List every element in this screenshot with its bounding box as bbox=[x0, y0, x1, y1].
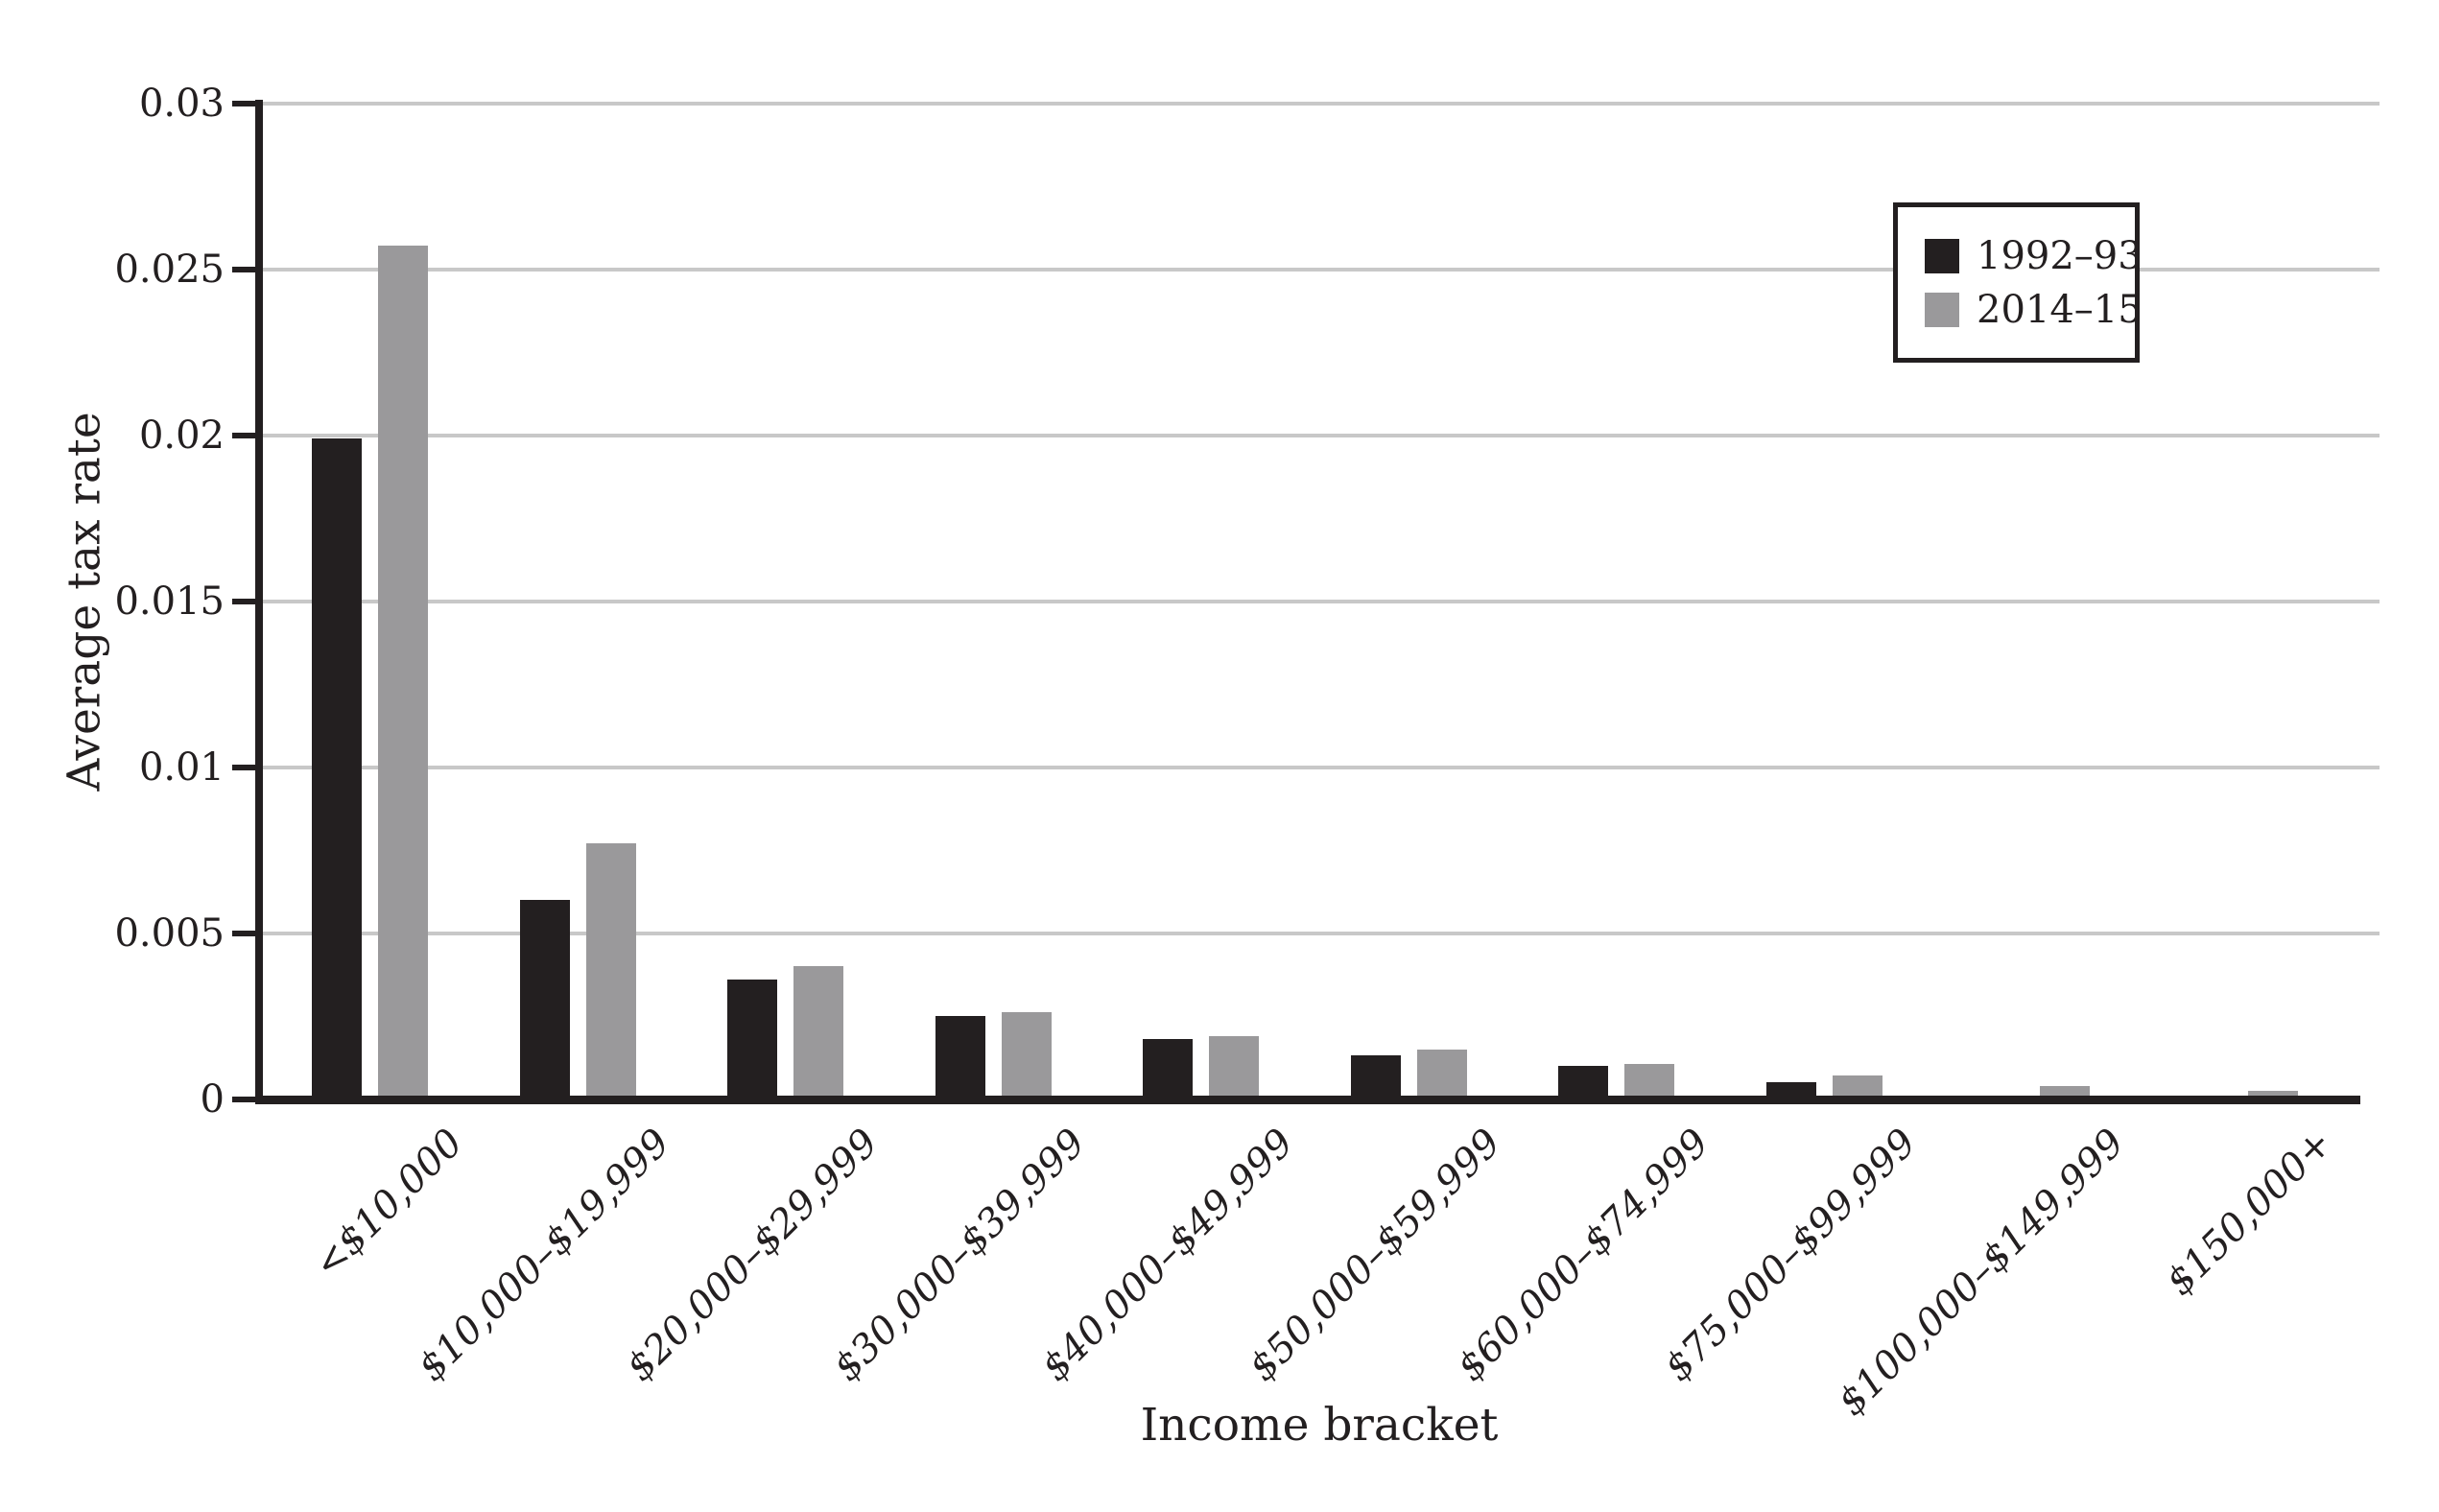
legend-swatch bbox=[1925, 292, 1959, 327]
legend-item: 2014–15 bbox=[1925, 291, 2143, 329]
y-tick bbox=[232, 267, 257, 272]
bar-series2 bbox=[1833, 1075, 1883, 1096]
y-tick-label: 0.005 bbox=[114, 911, 225, 956]
y-tick bbox=[232, 765, 257, 770]
bar-series1 bbox=[727, 980, 777, 1096]
bar-series2 bbox=[1209, 1036, 1259, 1096]
gridline bbox=[263, 434, 2380, 437]
legend-item: 1992–93 bbox=[1925, 237, 2143, 275]
y-axis-title: Average tax rate bbox=[58, 412, 111, 791]
gridline bbox=[263, 102, 2380, 106]
bar-series1 bbox=[1558, 1066, 1608, 1096]
x-axis-baseline bbox=[255, 1096, 2360, 1104]
legend-label: 2014–15 bbox=[1977, 287, 2143, 332]
legend: 1992–93 2014–15 bbox=[1893, 202, 2143, 363]
y-tick bbox=[232, 101, 257, 106]
gridline bbox=[263, 766, 2380, 769]
bar-series2 bbox=[586, 843, 636, 1096]
x-tick-label: <$10,000 bbox=[305, 1121, 472, 1288]
y-tick-label: 0.03 bbox=[138, 82, 225, 126]
bar-series1 bbox=[312, 438, 362, 1096]
legend-swatch bbox=[1925, 238, 1959, 273]
bar-series2 bbox=[1624, 1064, 1674, 1096]
bar-series2 bbox=[378, 246, 428, 1096]
legend-label: 1992–93 bbox=[1977, 233, 2143, 278]
y-tick bbox=[232, 433, 257, 438]
bar-series1 bbox=[520, 900, 570, 1096]
bar-series2 bbox=[1002, 1012, 1052, 1096]
y-tick-label: 0.01 bbox=[138, 745, 225, 790]
bar-series2 bbox=[2040, 1086, 2090, 1096]
bar-series1 bbox=[935, 1016, 985, 1096]
x-tick-label: $150,000+ bbox=[2157, 1121, 2341, 1305]
y-tick bbox=[232, 931, 257, 936]
bar-series2 bbox=[793, 966, 843, 1096]
bar-series1 bbox=[1143, 1039, 1193, 1096]
y-tick bbox=[232, 599, 257, 604]
gridline bbox=[263, 932, 2380, 935]
y-axis-line bbox=[255, 100, 263, 1104]
y-tick bbox=[232, 1097, 257, 1102]
x-axis-title: Income bracket bbox=[1140, 1399, 1499, 1452]
bar-series2 bbox=[1417, 1050, 1467, 1096]
y-tick-label: 0.02 bbox=[138, 413, 225, 458]
y-tick-label: 0.015 bbox=[114, 579, 225, 624]
gridline bbox=[263, 268, 2380, 272]
y-tick-label: 0.025 bbox=[114, 248, 225, 292]
y-tick-label: 0 bbox=[200, 1077, 225, 1122]
bar-series1 bbox=[1351, 1055, 1401, 1096]
gridline bbox=[263, 600, 2380, 603]
bar-series2 bbox=[2248, 1091, 2298, 1096]
bar-series1 bbox=[1766, 1082, 1816, 1096]
